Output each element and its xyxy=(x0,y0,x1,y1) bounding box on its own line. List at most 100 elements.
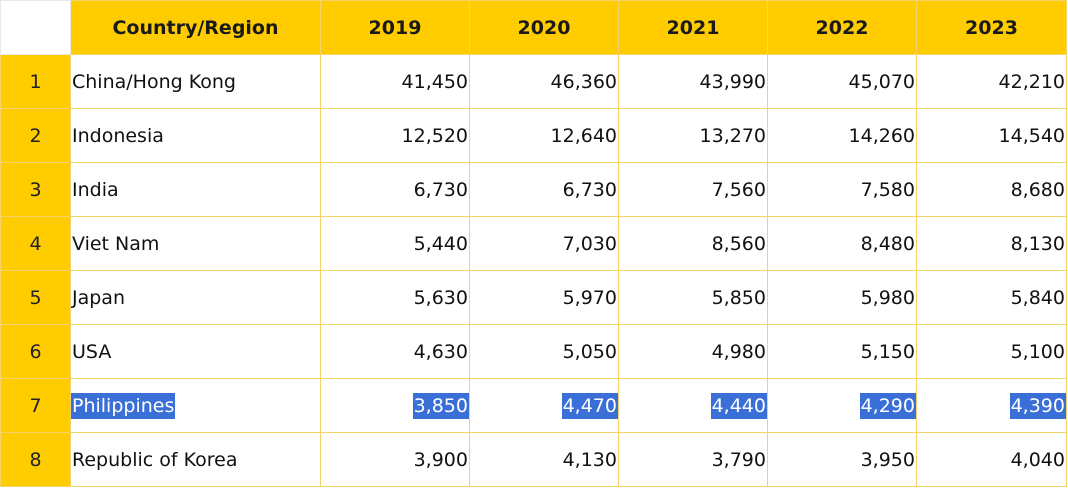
value-cell[interactable]: 14,540 xyxy=(916,108,1067,163)
value-cell[interactable]: 7,030 xyxy=(469,216,619,271)
corner-cell[interactable] xyxy=(0,0,71,55)
table-row[interactable]: 3 India 6,730 6,730 7,560 7,580 8,680 xyxy=(0,162,1067,217)
value-cell[interactable]: 8,130 xyxy=(916,216,1067,271)
value-text: 14,540 xyxy=(998,124,1065,147)
value-cell[interactable]: 4,290 xyxy=(767,378,917,433)
value-cell[interactable]: 4,130 xyxy=(469,432,619,487)
value-cell[interactable]: 4,980 xyxy=(618,324,768,379)
value-cell[interactable]: 5,440 xyxy=(320,216,470,271)
value-cell[interactable]: 42,210 xyxy=(916,54,1067,109)
value-cell[interactable]: 6,730 xyxy=(469,162,619,217)
table-row[interactable]: 1 China/Hong Kong 41,450 46,360 43,990 45,070… xyxy=(0,54,1067,109)
value-cell[interactable]: 4,470 xyxy=(469,378,619,433)
value-text: 4,130 xyxy=(562,448,617,471)
value-cell[interactable]: 8,560 xyxy=(618,216,768,271)
value-text: 5,980 xyxy=(860,286,915,309)
value-text: 41,450 xyxy=(401,70,468,93)
value-cell[interactable]: 5,630 xyxy=(320,270,470,325)
value-cell[interactable]: 4,040 xyxy=(916,432,1067,487)
value-cell[interactable]: 5,850 xyxy=(618,270,768,325)
country-cell[interactable]: Republic of Korea xyxy=(70,432,321,487)
table-row[interactable]: 4 Viet Nam 5,440 7,030 8,560 8,480 8,130 xyxy=(0,216,1067,271)
value-text: 14,260 xyxy=(848,124,915,147)
value-text: 5,150 xyxy=(860,340,915,363)
value-text: 7,030 xyxy=(562,232,617,255)
row-number-cell[interactable]: 8 xyxy=(0,432,71,487)
country-cell[interactable]: Japan xyxy=(70,270,321,325)
value-cell[interactable]: 5,150 xyxy=(767,324,917,379)
row-number-cell[interactable]: 7 xyxy=(0,378,71,433)
value-cell[interactable]: 45,070 xyxy=(767,54,917,109)
country-cell[interactable]: China/Hong Kong xyxy=(70,54,321,109)
table-row[interactable]: 6 USA 4,630 5,050 4,980 5,150 5,100 xyxy=(0,324,1067,379)
value-cell[interactable]: 5,100 xyxy=(916,324,1067,379)
value-text: 4,470 xyxy=(561,392,618,419)
value-text: 3,900 xyxy=(413,448,468,471)
value-cell[interactable]: 3,790 xyxy=(618,432,768,487)
country-cell[interactable]: Indonesia xyxy=(70,108,321,163)
table-row[interactable]: 8 Republic of Korea 3,900 4,130 3,790 3,950 4,… xyxy=(0,432,1067,487)
value-cell[interactable]: 3,950 xyxy=(767,432,917,487)
value-text: 5,100 xyxy=(1010,340,1065,363)
value-cell[interactable]: 13,270 xyxy=(618,108,768,163)
row-number-cell[interactable]: 1 xyxy=(0,54,71,109)
value-cell[interactable]: 41,450 xyxy=(320,54,470,109)
value-text: 12,640 xyxy=(550,124,617,147)
row-number-cell[interactable]: 2 xyxy=(0,108,71,163)
value-cell[interactable]: 12,520 xyxy=(320,108,470,163)
column-header-year[interactable]: 2019 xyxy=(320,0,470,55)
value-text: 5,440 xyxy=(413,232,468,255)
value-text: 4,390 xyxy=(1009,392,1066,419)
value-text: 13,270 xyxy=(699,124,766,147)
value-cell[interactable]: 5,840 xyxy=(916,270,1067,325)
value-cell[interactable]: 4,630 xyxy=(320,324,470,379)
value-text: 3,790 xyxy=(711,448,766,471)
row-number-cell[interactable]: 4 xyxy=(0,216,71,271)
table-row[interactable]: 5 Japan 5,630 5,970 5,850 5,980 5,840 xyxy=(0,270,1067,325)
value-cell[interactable]: 7,560 xyxy=(618,162,768,217)
value-text: 6,730 xyxy=(413,178,468,201)
table-row[interactable]: 2 Indonesia 12,520 12,640 13,270 14,260 14,540 xyxy=(0,108,1067,163)
country-name: Japan xyxy=(72,286,125,309)
value-text: 6,730 xyxy=(562,178,617,201)
value-cell[interactable]: 3,900 xyxy=(320,432,470,487)
country-cell[interactable]: Philippines xyxy=(70,378,321,433)
value-cell[interactable]: 12,640 xyxy=(469,108,619,163)
country-cell[interactable]: Viet Nam xyxy=(70,216,321,271)
row-number-cell[interactable]: 6 xyxy=(0,324,71,379)
value-cell[interactable]: 7,580 xyxy=(767,162,917,217)
country-name: USA xyxy=(72,340,112,363)
column-header-year[interactable]: 2023 xyxy=(916,0,1067,55)
column-header-year[interactable]: 2022 xyxy=(767,0,917,55)
value-cell[interactable]: 4,440 xyxy=(618,378,768,433)
value-text: 8,680 xyxy=(1010,178,1065,201)
value-cell[interactable]: 43,990 xyxy=(618,54,768,109)
value-text: 5,630 xyxy=(413,286,468,309)
value-text: 5,050 xyxy=(562,340,617,363)
value-text: 4,040 xyxy=(1010,448,1065,471)
value-text: 8,560 xyxy=(711,232,766,255)
value-cell[interactable]: 8,680 xyxy=(916,162,1067,217)
value-text: 7,560 xyxy=(711,178,766,201)
column-header-year[interactable]: 2020 xyxy=(469,0,619,55)
row-number-cell[interactable]: 3 xyxy=(0,162,71,217)
value-cell[interactable]: 5,050 xyxy=(469,324,619,379)
value-cell[interactable]: 6,730 xyxy=(320,162,470,217)
value-text: 4,290 xyxy=(859,392,916,419)
value-cell[interactable]: 8,480 xyxy=(767,216,917,271)
column-header-year[interactable]: 2021 xyxy=(618,0,768,55)
country-cell[interactable]: India xyxy=(70,162,321,217)
value-cell[interactable]: 14,260 xyxy=(767,108,917,163)
country-cell[interactable]: USA xyxy=(70,324,321,379)
value-text: 42,210 xyxy=(998,70,1065,93)
row-number-cell[interactable]: 5 xyxy=(0,270,71,325)
value-cell[interactable]: 3,850 xyxy=(320,378,470,433)
value-cell[interactable]: 46,360 xyxy=(469,54,619,109)
value-cell[interactable]: 5,980 xyxy=(767,270,917,325)
table-row[interactable]: 7 Philippines 3,850 4,470 4,440 4,290 4,390 xyxy=(0,378,1067,433)
column-header-country[interactable]: Country/Region xyxy=(70,0,321,55)
country-name: Viet Nam xyxy=(72,232,160,255)
value-text: 8,480 xyxy=(860,232,915,255)
value-cell[interactable]: 4,390 xyxy=(916,378,1067,433)
value-cell[interactable]: 5,970 xyxy=(469,270,619,325)
